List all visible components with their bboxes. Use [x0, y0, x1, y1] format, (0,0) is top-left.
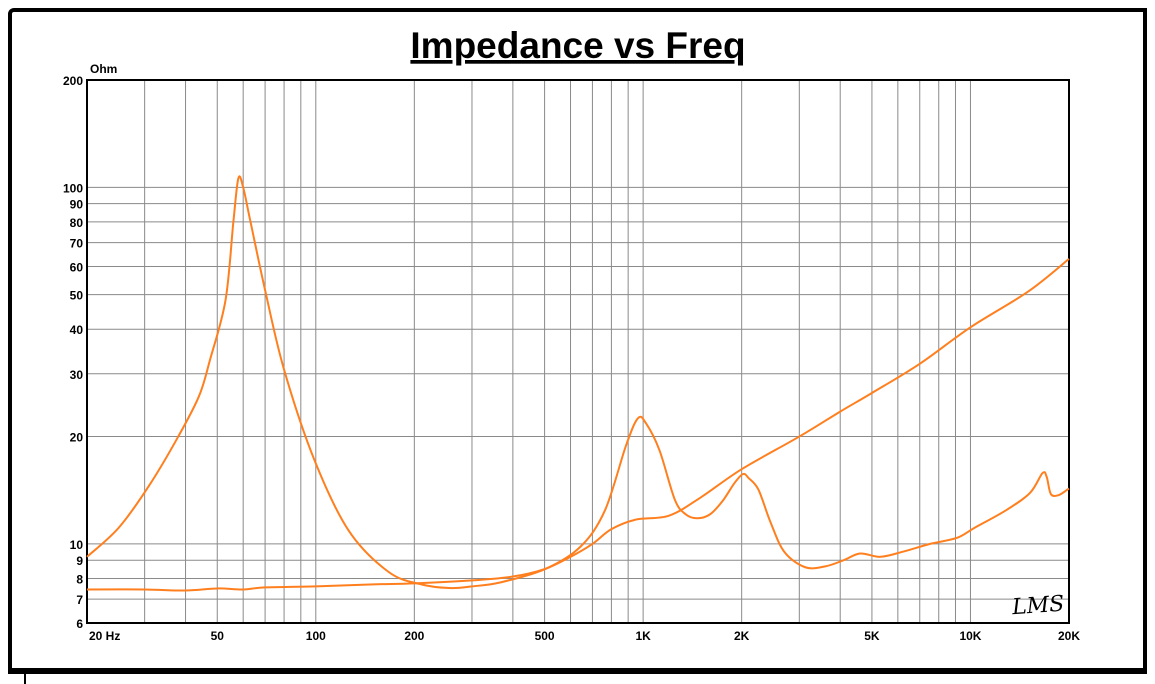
y-tick-label: 9 [76, 554, 83, 568]
y-tick-label: 90 [70, 198, 84, 212]
x-tick-label: 200 [404, 629, 424, 643]
x-tick-label: 500 [535, 629, 555, 643]
y-tick-label: 6 [76, 617, 83, 631]
x-tick-label: 10K [959, 629, 981, 643]
y-tick-label: 8 [76, 572, 83, 586]
x-tick-label: 20K [1058, 629, 1080, 643]
plot-area-border [86, 79, 1070, 624]
x-tick-label: 20 Hz [89, 629, 120, 643]
x-tick-label: 1K [635, 629, 651, 643]
y-tick-label: 200 [63, 74, 83, 88]
lms-logo: LMS [1010, 592, 1065, 621]
chart-title: Impedance vs Freq [410, 25, 745, 66]
impedance-curve-2 [86, 258, 1070, 592]
y-tick-label: 40 [70, 323, 84, 337]
y-tick-label: 20 [70, 431, 84, 445]
y-tick-label: 80 [70, 216, 84, 230]
impedance-curve-1 [86, 175, 1070, 590]
x-tick-label: 100 [306, 629, 326, 643]
y-tick-label: 70 [70, 237, 84, 251]
y-tick-label: 30 [70, 368, 84, 382]
x-tick-label: 50 [211, 629, 225, 643]
x-tick-label: 5K [864, 629, 880, 643]
y-tick-label: 10 [70, 538, 84, 552]
y-axis-label: Ohm [90, 62, 117, 76]
y-tick-label: 50 [70, 289, 84, 303]
y-tick-label: 100 [63, 181, 83, 195]
chart-frame [8, 8, 1147, 674]
x-tick-label: 2K [734, 629, 750, 643]
y-tick-label: 7 [76, 593, 83, 607]
y-tick-label: 60 [70, 260, 84, 274]
